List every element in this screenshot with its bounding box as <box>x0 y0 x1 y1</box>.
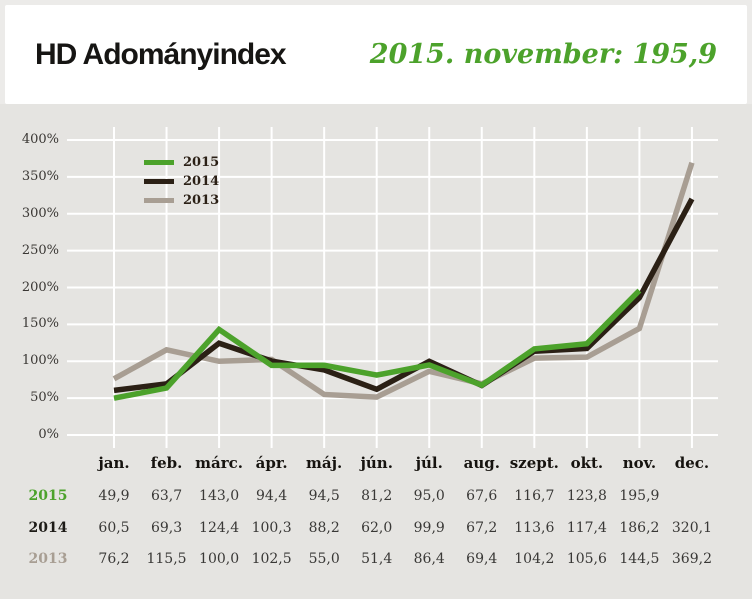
table-cell: 143,0 <box>199 488 240 504</box>
y-tick-label: 400% <box>21 132 59 147</box>
x-tick-label: aug. <box>463 454 500 472</box>
table-cell: 94,5 <box>308 488 340 504</box>
table-cell: 116,7 <box>514 488 555 504</box>
x-tick-label: dec. <box>674 454 710 472</box>
table-cell: 105,6 <box>566 551 607 567</box>
table-cell: 49,9 <box>98 488 130 504</box>
table-cell: 113,6 <box>514 520 555 536</box>
y-tick-label: 100% <box>21 353 59 369</box>
series-line-2013 <box>112 161 695 400</box>
x-tick-label: feb. <box>150 454 183 472</box>
page-title: HD Adományindex <box>35 37 287 71</box>
y-tick-label: 300% <box>21 205 59 221</box>
table-cell: 115,5 <box>146 551 187 567</box>
table-cell: 67,2 <box>466 520 498 536</box>
x-tick-label: júl. <box>415 454 443 472</box>
series-line-2014 <box>113 197 695 394</box>
table-cell: 94,4 <box>256 488 288 504</box>
y-tick-label: 150% <box>21 316 59 332</box>
row-label: 2013 <box>28 551 68 567</box>
table-cell: 88,2 <box>308 520 340 536</box>
legend-swatch <box>144 160 174 165</box>
y-tick-label: 0% <box>38 427 59 442</box>
legend-swatch <box>144 179 174 184</box>
table-cell: 51,4 <box>361 551 393 567</box>
table-cell: 100,0 <box>199 551 240 567</box>
table-cell: 320,1 <box>671 520 712 536</box>
table-cell: 186,2 <box>619 520 660 536</box>
table-cell: 63,7 <box>150 488 183 504</box>
legend-label: 2015 <box>183 155 220 170</box>
x-tick-label: márc. <box>195 454 243 472</box>
table-cell: 69,4 <box>466 551 498 567</box>
x-tick-label: jan. <box>98 454 130 472</box>
legend-item-2014: 2014 <box>144 172 219 191</box>
table-cell: 102,5 <box>251 551 292 567</box>
table-cell: 369,2 <box>671 551 712 567</box>
table-cell: 100,3 <box>251 520 292 536</box>
table-cell: 81,2 <box>361 488 393 504</box>
legend-label: 2014 <box>183 174 220 189</box>
row-label: 2015 <box>28 488 68 504</box>
chart-legend: 2015 2014 2013 <box>144 153 219 210</box>
table-cell: 69,3 <box>150 520 183 536</box>
table-cell: 60,5 <box>98 520 130 536</box>
legend-swatch <box>144 198 174 203</box>
table-cell: 86,4 <box>413 551 445 567</box>
header-card: HD Adományindex 2015. november: 195,9 <box>5 5 747 104</box>
table-cell: 99,9 <box>413 520 445 536</box>
legend-label: 2013 <box>183 193 220 208</box>
y-tick-label: 50% <box>30 390 59 406</box>
table-cell: 62,0 <box>361 520 393 536</box>
x-tick-label: szept. <box>509 454 559 472</box>
x-tick-label: máj. <box>306 454 343 472</box>
table-cell: 55,0 <box>308 551 340 567</box>
table-cell: 117,4 <box>566 520 607 536</box>
table-cell: 76,2 <box>98 551 130 567</box>
table-cell: 195,9 <box>619 488 660 504</box>
x-tick-label: okt. <box>570 454 604 472</box>
table-cell: 67,6 <box>466 488 498 504</box>
x-tick-label: ápr. <box>255 454 288 472</box>
table-cell: 123,8 <box>566 488 607 504</box>
table-cell: 144,5 <box>619 551 660 567</box>
y-tick-label: 350% <box>21 168 59 184</box>
legend-item-2015: 2015 <box>144 153 219 172</box>
x-tick-label: jún. <box>360 454 393 472</box>
y-tick-label: 200% <box>21 279 59 295</box>
table-cell <box>664 487 720 505</box>
table-cell: 104,2 <box>514 551 555 567</box>
row-label: 2014 <box>28 520 68 536</box>
table-cell: 124,4 <box>199 520 240 536</box>
current-index-value: 2015. november: 195,9 <box>369 39 717 70</box>
series-line-2015 <box>113 288 642 401</box>
x-tick-label: nov. <box>622 454 657 472</box>
y-tick-label: 250% <box>21 242 59 258</box>
legend-item-2013: 2013 <box>144 191 219 210</box>
table-cell: 95,0 <box>413 488 445 504</box>
